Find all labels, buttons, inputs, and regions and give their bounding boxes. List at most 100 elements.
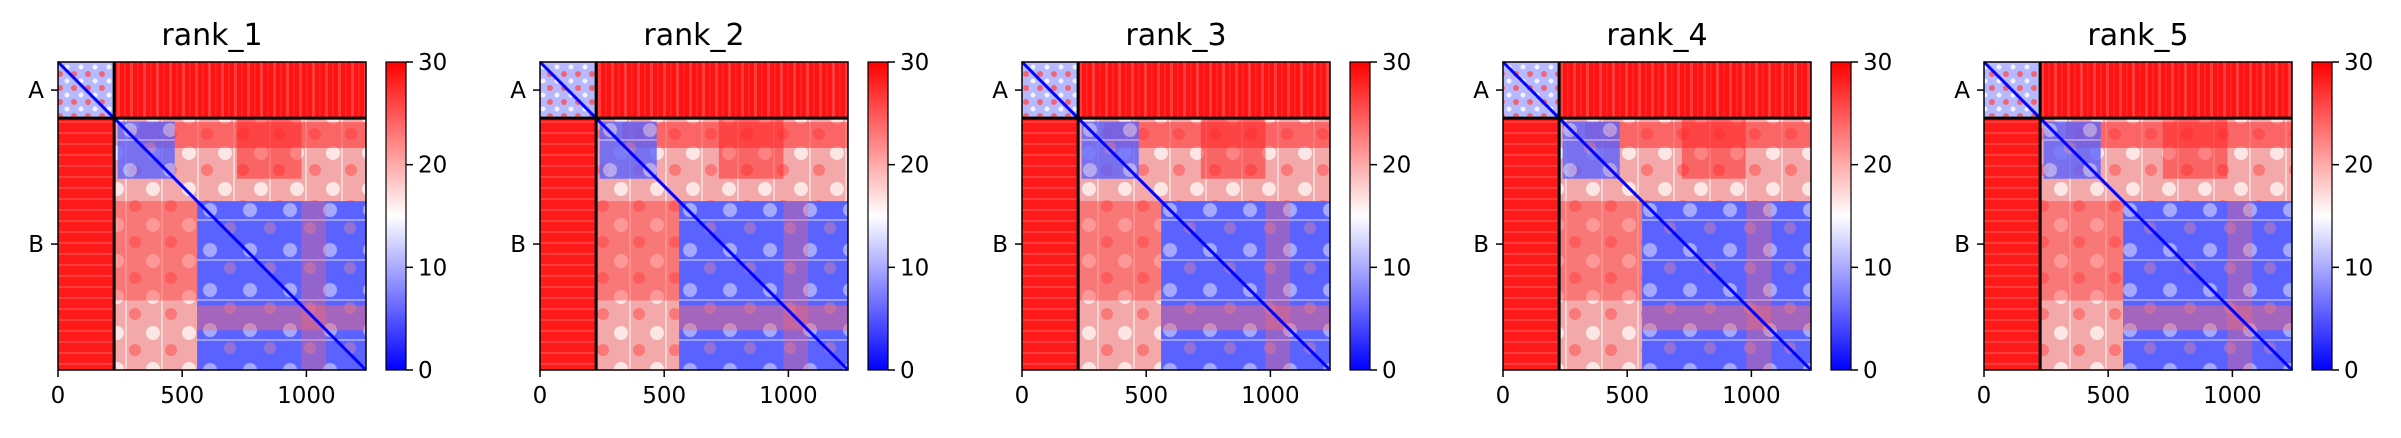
heatmap-cells xyxy=(1982,60,2294,372)
heatmap-cells xyxy=(56,60,368,372)
band-red-left xyxy=(2040,201,2124,301)
heatmap-frame xyxy=(1021,61,1331,371)
block-A-B-texture xyxy=(596,62,848,119)
band-red-lower xyxy=(197,305,366,331)
panel-title: rank_4 xyxy=(1606,18,1707,53)
diagonal-B-B xyxy=(1077,117,1332,372)
colorbar xyxy=(867,61,889,371)
x-tick-label: 0 xyxy=(1496,383,1511,409)
band-red-right xyxy=(718,118,784,179)
colorbar xyxy=(1349,61,1371,371)
heatmap-panel-2: rank_2 A B 0 500 1000 0 10 20 30 xyxy=(510,18,929,409)
block-B-A-texture xyxy=(1022,118,1079,370)
panel-title: rank_1 xyxy=(161,18,262,53)
block-A-B-texture xyxy=(2040,62,2292,119)
y-tick-label-A: A xyxy=(992,78,1008,104)
block-B-A-texture xyxy=(540,118,597,370)
colorbar-tick-label: 30 xyxy=(2344,50,2373,76)
panel-title: rank_2 xyxy=(643,18,744,53)
colorbar-tick-label: 0 xyxy=(1863,358,1878,384)
band-red-right xyxy=(236,118,302,179)
band-red-left xyxy=(1559,201,1643,301)
block-A-B-texture xyxy=(1559,62,1811,119)
heatmap-panel-5: rank_5 A B 0 500 1000 0 10 20 30 xyxy=(1954,18,2373,409)
x-tick-label: 1000 xyxy=(277,383,336,409)
x-tick-label: 1000 xyxy=(759,383,818,409)
heatmap-cells xyxy=(538,60,850,372)
colorbar xyxy=(2311,61,2333,371)
diagonal-B-B xyxy=(2039,117,2294,372)
y-tick-label-B: B xyxy=(1954,232,1970,258)
colorbar-tick-label: 30 xyxy=(900,50,929,76)
y-tick-label-A: A xyxy=(1954,78,1970,104)
band-red-left xyxy=(114,201,198,301)
block-A-B-texture xyxy=(1078,62,1330,119)
x-tick-label: 500 xyxy=(1124,383,1168,409)
heatmap-frame xyxy=(1502,61,1812,371)
y-tick-label-B: B xyxy=(992,232,1008,258)
colorbar-tick-label: 0 xyxy=(900,358,915,384)
x-tick-label: 1000 xyxy=(1241,383,1300,409)
diagonal-B-B xyxy=(113,117,368,372)
x-tick-label: 0 xyxy=(1977,383,1992,409)
x-tick-label: 500 xyxy=(160,383,204,409)
diagonal-B-B xyxy=(595,117,850,372)
colorbar-tick-label: 20 xyxy=(418,153,447,179)
diagonal-A-A xyxy=(56,60,116,120)
colorbar-tick-label: 20 xyxy=(1382,153,1411,179)
band-red-lower-v xyxy=(2227,201,2253,370)
colorbar-tick-label: 20 xyxy=(2344,153,2373,179)
colorbar-tick-label: 0 xyxy=(1382,358,1397,384)
heatmap-panel-1: rank_1 A B 0 500 1000 0 10 20 30 xyxy=(28,18,447,409)
band-red-lower-v xyxy=(301,201,327,370)
y-tick-label-A: A xyxy=(510,78,526,104)
diagonal-A-A xyxy=(1982,60,2042,120)
band-red-left xyxy=(1078,201,1162,301)
x-tick-label: 0 xyxy=(533,383,548,409)
band-red-lower-v xyxy=(1746,201,1772,370)
diagonal-A-A xyxy=(1020,60,1080,120)
y-tick-label-A: A xyxy=(1473,78,1489,104)
colorbar-tick-label: 10 xyxy=(2344,255,2373,281)
panel-title: rank_5 xyxy=(2087,18,2188,53)
panel-title: rank_3 xyxy=(1125,18,1226,53)
diagonal-A-A xyxy=(1501,60,1561,120)
y-tick-label-B: B xyxy=(510,232,526,258)
heatmap-frame xyxy=(539,61,849,371)
y-tick-label-B: B xyxy=(1473,232,1489,258)
band-red-lower xyxy=(1642,305,1811,331)
band-red-lower xyxy=(679,305,848,331)
x-tick-label: 0 xyxy=(51,383,66,409)
heatmap-panel-3: rank_3 A B 0 500 1000 0 10 20 30 xyxy=(992,18,1411,409)
diagonal-B-B xyxy=(1558,117,1813,372)
x-tick-label: 500 xyxy=(1605,383,1649,409)
colorbar-tick-label: 10 xyxy=(1382,255,1411,281)
heatmap-cells xyxy=(1501,60,1813,372)
heatmap-frame xyxy=(57,61,367,371)
band-red-lower-v xyxy=(1265,201,1291,370)
colorbar-tick-label: 10 xyxy=(900,255,929,281)
block-B-A-texture xyxy=(1503,118,1560,370)
band-red-lower xyxy=(2123,305,2292,331)
colorbar-tick-label: 30 xyxy=(1863,50,1892,76)
block-B-A-texture xyxy=(58,118,115,370)
band-red-left xyxy=(596,201,680,301)
colorbar-tick-label: 10 xyxy=(1863,255,1892,281)
band-red-right xyxy=(1681,118,1747,179)
colorbar-tick-label: 20 xyxy=(1863,153,1892,179)
y-tick-label-B: B xyxy=(28,232,44,258)
colorbar-tick-label: 20 xyxy=(900,153,929,179)
colorbar-tick-label: 30 xyxy=(418,50,447,76)
x-tick-label: 0 xyxy=(1015,383,1030,409)
heatmap-panel-4: rank_4 A B 0 500 1000 0 10 20 30 xyxy=(1473,18,1892,409)
band-red-lower-v xyxy=(783,201,809,370)
heatmap-cells xyxy=(1020,60,1332,372)
band-red-right xyxy=(1200,118,1266,179)
band-red-right xyxy=(2162,118,2228,179)
diagonal-A-A xyxy=(538,60,598,120)
x-tick-label: 1000 xyxy=(1722,383,1781,409)
x-tick-label: 1000 xyxy=(2203,383,2262,409)
colorbar-tick-label: 0 xyxy=(2344,358,2359,384)
colorbar xyxy=(1830,61,1852,371)
